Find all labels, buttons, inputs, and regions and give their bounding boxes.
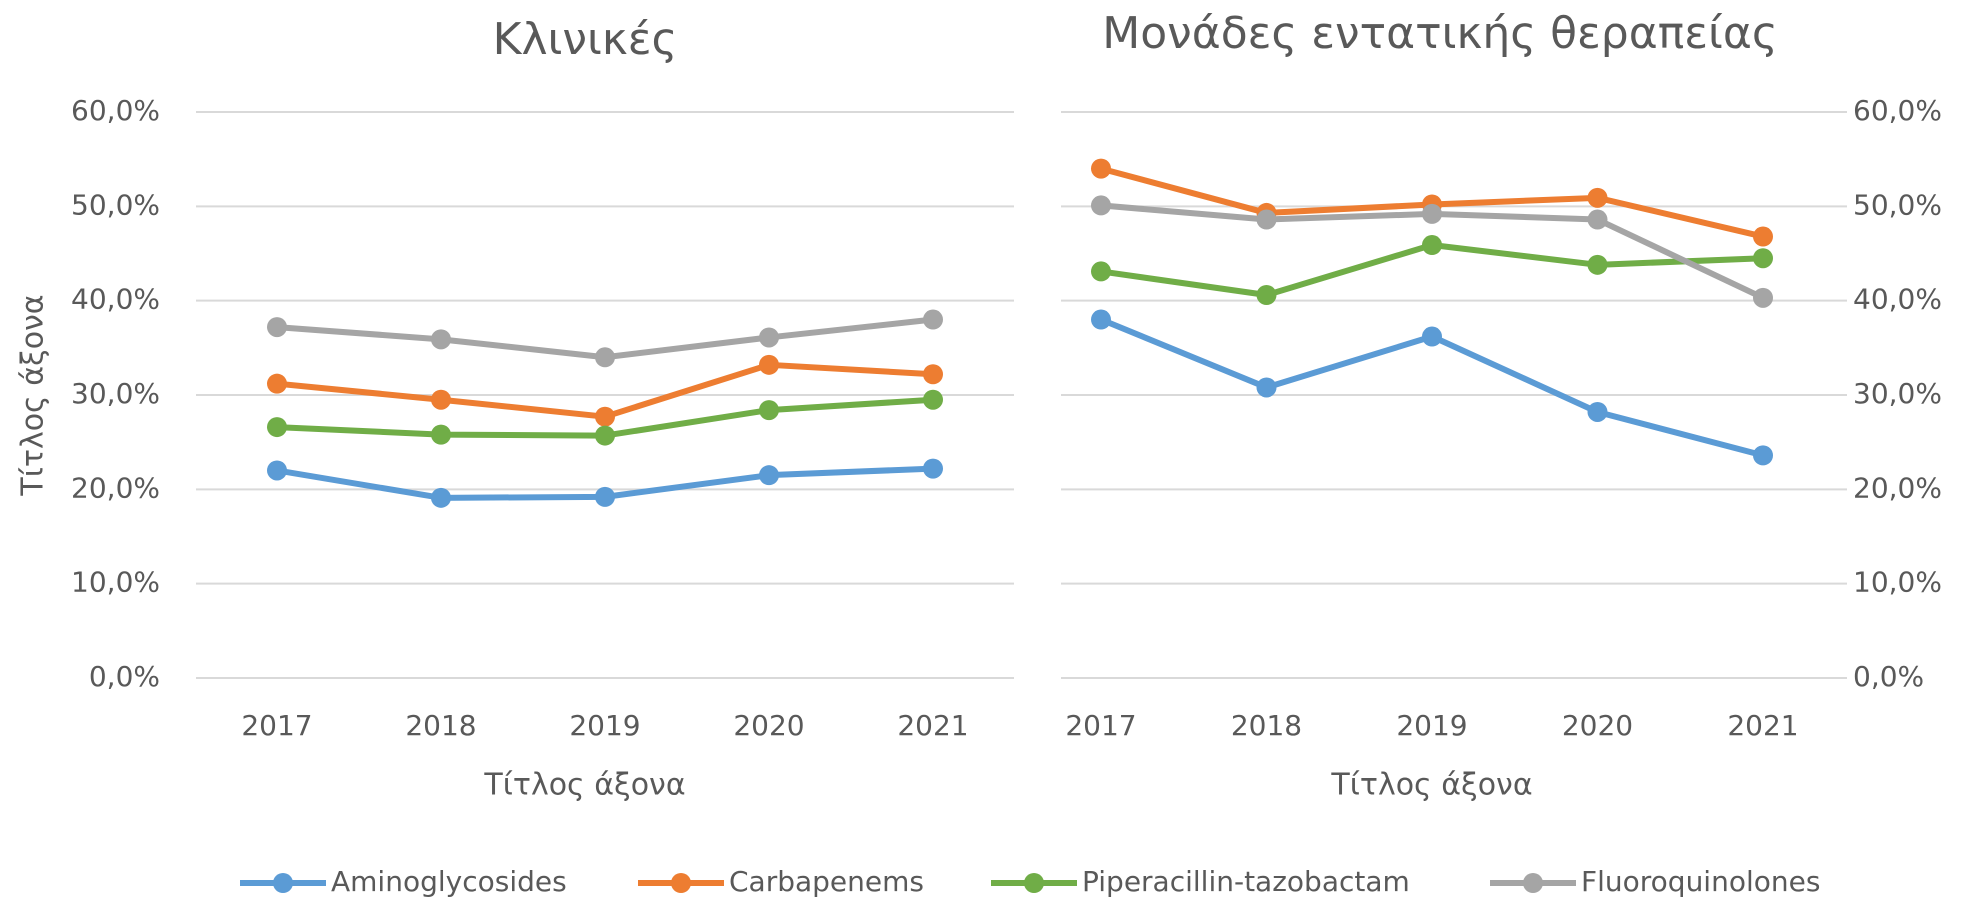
data-point: [267, 373, 287, 394]
y-tick-label: 40,0%: [1853, 283, 1942, 316]
x-tick-label: 2017: [1065, 709, 1136, 742]
data-point: [431, 329, 451, 350]
data-point: [1091, 158, 1111, 179]
y-tick-label: 40,0%: [71, 283, 160, 316]
y-tick-label: 0,0%: [89, 660, 160, 693]
x-tick-label: 2017: [241, 709, 312, 742]
y-tick-label: 20,0%: [71, 471, 160, 504]
data-point: [595, 406, 615, 427]
data-point: [267, 460, 287, 481]
legend-marker: [273, 873, 293, 893]
data-point: [595, 486, 615, 507]
data-point: [431, 487, 451, 508]
data-point: [595, 425, 615, 446]
data-point: [759, 327, 779, 348]
y-tick-label: 60,0%: [71, 94, 160, 127]
data-point: [267, 317, 287, 338]
y-tick-label: 0,0%: [1853, 660, 1924, 693]
data-point: [1422, 235, 1442, 256]
data-point: [759, 400, 779, 421]
data-point: [1587, 401, 1608, 422]
data-point: [923, 458, 943, 479]
data-point: [923, 364, 943, 385]
data-point: [1587, 209, 1608, 230]
y-tick-label: 50,0%: [71, 188, 160, 221]
legend-label: Carbapenems: [729, 865, 924, 898]
y-tick-label: 50,0%: [1853, 188, 1942, 221]
data-point: [1256, 377, 1277, 398]
x-axis-title: Τίτλος άξονα: [1330, 768, 1532, 803]
chart-title: Μονάδες εντατικής θεραπείας: [1102, 8, 1777, 59]
data-point: [1256, 285, 1277, 306]
chart-title: Κλινικές: [493, 14, 678, 65]
data-point: [1256, 209, 1277, 230]
x-tick-label: 2018: [1231, 709, 1302, 742]
data-point: [1753, 445, 1773, 466]
data-point: [1587, 187, 1608, 208]
data-point: [1091, 261, 1111, 282]
y-axis-title: Τίτλος άξονα: [16, 294, 51, 496]
data-point: [923, 389, 943, 410]
y-tick-label: 10,0%: [1853, 566, 1942, 599]
data-point: [1753, 226, 1773, 247]
legend-marker: [1024, 873, 1044, 893]
data-point: [923, 309, 943, 330]
x-axis-title: Τίτλος άξονα: [483, 768, 685, 803]
data-point: [1587, 254, 1608, 275]
x-tick-label: 2018: [405, 709, 476, 742]
legend-label: Fluoroquinolones: [1581, 865, 1820, 898]
x-tick-label: 2020: [1562, 709, 1633, 742]
data-point: [1422, 203, 1442, 224]
legend-label: Piperacillin-tazobactam: [1082, 865, 1410, 898]
data-point: [595, 347, 615, 368]
x-tick-label: 2020: [733, 709, 804, 742]
x-tick-label: 2021: [1727, 709, 1798, 742]
legend-marker: [671, 873, 691, 893]
x-tick-label: 2019: [569, 709, 640, 742]
data-point: [759, 354, 779, 375]
legend-marker: [1523, 873, 1543, 893]
data-point: [431, 424, 451, 445]
legend-label: Aminoglycosides: [331, 865, 567, 898]
data-point: [1753, 248, 1773, 269]
data-point: [1091, 195, 1111, 216]
data-point: [267, 417, 287, 438]
y-tick-label: 30,0%: [71, 377, 160, 410]
data-point: [1091, 309, 1111, 330]
y-tick-label: 10,0%: [71, 566, 160, 599]
data-point: [1753, 287, 1773, 308]
data-point: [1422, 326, 1442, 347]
data-point: [759, 465, 779, 486]
y-tick-label: 60,0%: [1853, 94, 1942, 127]
y-tick-label: 30,0%: [1853, 377, 1942, 410]
x-tick-label: 2019: [1396, 709, 1467, 742]
y-tick-label: 20,0%: [1853, 471, 1942, 504]
x-tick-label: 2021: [897, 709, 968, 742]
data-point: [431, 389, 451, 410]
